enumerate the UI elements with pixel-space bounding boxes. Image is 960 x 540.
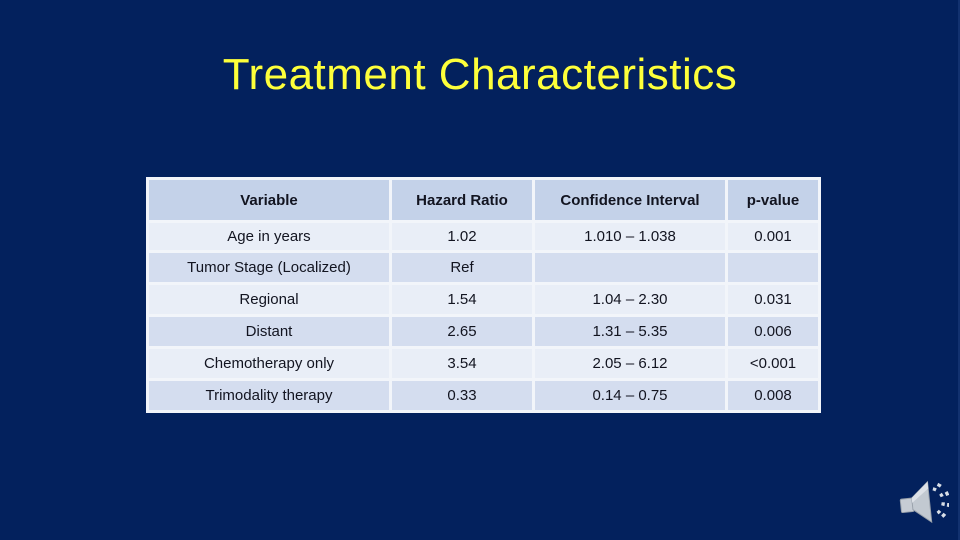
table-row: Chemotherapy only 3.54 2.05 – 6.12 <0.00… xyxy=(149,349,818,378)
table-row: Distant 2.65 1.31 – 5.35 0.006 xyxy=(149,317,818,346)
cell-confidence-interval xyxy=(535,253,725,282)
cell-variable: Trimodality therapy xyxy=(149,381,389,410)
table-header-row: Variable Hazard Ratio Confidence Interva… xyxy=(149,180,818,220)
cell-confidence-interval: 1.010 – 1.038 xyxy=(535,223,725,250)
cell-confidence-interval: 0.14 – 0.75 xyxy=(535,381,725,410)
table-row: Tumor Stage (Localized) Ref xyxy=(149,253,818,282)
cell-hazard-ratio: 3.54 xyxy=(392,349,532,378)
cell-hazard-ratio: 0.33 xyxy=(392,381,532,410)
cell-hazard-ratio: Ref xyxy=(392,253,532,282)
cell-hazard-ratio: 2.65 xyxy=(392,317,532,346)
cell-p-value: 0.031 xyxy=(728,285,818,314)
column-header-hazard-ratio: Hazard Ratio xyxy=(392,180,532,220)
cell-p-value: 0.006 xyxy=(728,317,818,346)
slide-edge-strip xyxy=(958,0,960,540)
table-row: Regional 1.54 1.04 – 2.30 0.031 xyxy=(149,285,818,314)
table-row: Trimodality therapy 0.33 0.14 – 0.75 0.0… xyxy=(149,381,818,410)
cell-confidence-interval: 1.31 – 5.35 xyxy=(535,317,725,346)
column-header-p-value: p-value xyxy=(728,180,818,220)
cell-p-value: 0.001 xyxy=(728,223,818,250)
speaker-icon[interactable] xyxy=(891,474,949,532)
cell-p-value: <0.001 xyxy=(728,349,818,378)
cell-variable: Tumor Stage (Localized) xyxy=(149,253,389,282)
column-header-variable: Variable xyxy=(149,180,389,220)
cell-p-value: 0.008 xyxy=(728,381,818,410)
hazard-ratio-table: Variable Hazard Ratio Confidence Interva… xyxy=(146,177,821,413)
column-header-confidence-interval: Confidence Interval xyxy=(535,180,725,220)
cell-confidence-interval: 1.04 – 2.30 xyxy=(535,285,725,314)
page-title: Treatment Characteristics xyxy=(222,50,738,99)
cell-hazard-ratio: 1.02 xyxy=(392,223,532,250)
cell-variable: Regional xyxy=(149,285,389,314)
table-row: Age in years 1.02 1.010 – 1.038 0.001 xyxy=(149,223,818,250)
cell-p-value xyxy=(728,253,818,282)
cell-hazard-ratio: 1.54 xyxy=(392,285,532,314)
cell-variable: Age in years xyxy=(149,223,389,250)
cell-variable: Chemotherapy only xyxy=(149,349,389,378)
cell-variable: Distant xyxy=(149,317,389,346)
cell-confidence-interval: 2.05 – 6.12 xyxy=(535,349,725,378)
